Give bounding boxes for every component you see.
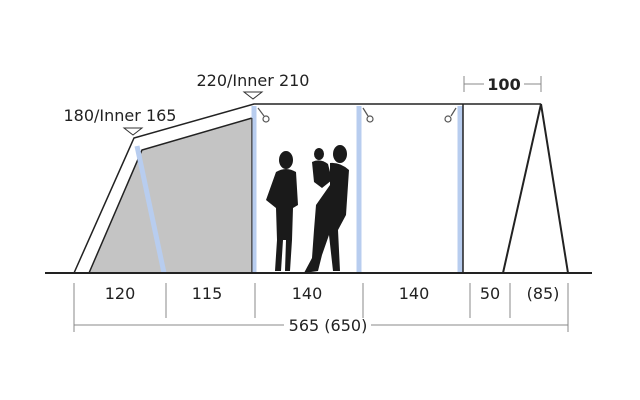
hook-icon bbox=[257, 107, 270, 123]
total-length-label: 565 (650) bbox=[289, 316, 368, 335]
section-label: 115 bbox=[192, 284, 223, 303]
canopy-depth-label: 100 bbox=[487, 75, 520, 94]
hook-icon bbox=[362, 107, 374, 123]
people-silhouette bbox=[266, 145, 349, 273]
section-label: 140 bbox=[292, 284, 323, 303]
section-label: 50 bbox=[480, 284, 500, 303]
main-height-label: 220/Inner 210 bbox=[197, 71, 310, 90]
section-label: (85) bbox=[527, 284, 560, 303]
height-marker-main-icon bbox=[242, 91, 264, 100]
section-label: 120 bbox=[105, 284, 136, 303]
section-dimension-ticks bbox=[73, 283, 569, 332]
canopy-depth-dimension bbox=[463, 76, 542, 92]
inner-tent-area bbox=[87, 117, 253, 274]
canopy-a-frame bbox=[502, 103, 569, 274]
section-label: 140 bbox=[399, 284, 430, 303]
height-marker-front-icon bbox=[122, 127, 144, 136]
tent-outer-outline bbox=[73, 103, 541, 274]
front-pole bbox=[134, 145, 167, 274]
hook-icon bbox=[444, 107, 457, 123]
front-height-label: 180/Inner 165 bbox=[64, 106, 177, 125]
